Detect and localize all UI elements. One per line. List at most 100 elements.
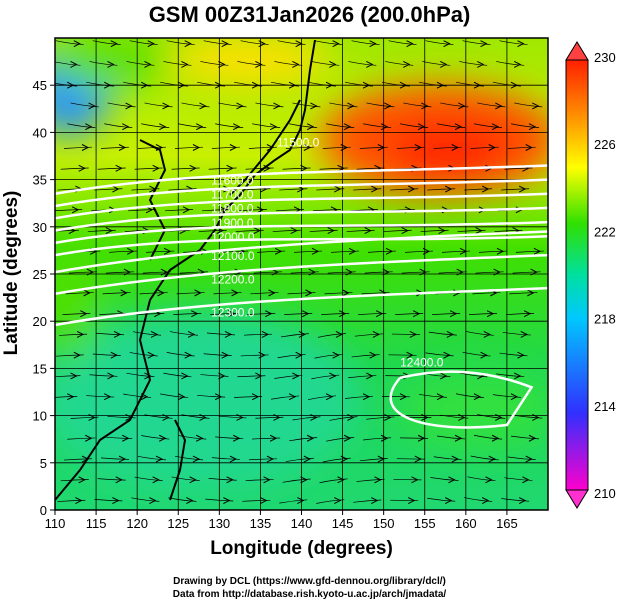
streamline (200, 61, 229, 66)
x-tick-label: 165 (496, 516, 518, 531)
streamline-arrow (306, 434, 315, 442)
streamline-arrow (103, 81, 112, 89)
contour-line (55, 253, 548, 296)
streamline-arrow (177, 393, 186, 401)
streamline-arrow (371, 497, 379, 505)
streamline-arrow (218, 60, 226, 68)
x-tick-label: 155 (414, 516, 436, 531)
streamline (146, 250, 175, 253)
streamline (418, 394, 447, 398)
streamline-arrow (510, 393, 519, 401)
streamline (363, 437, 392, 441)
streamline (208, 478, 237, 481)
streamline (94, 499, 123, 502)
streamline (97, 167, 126, 170)
streamline (206, 332, 235, 336)
streamline (123, 393, 152, 398)
streamline (344, 81, 374, 87)
streamline-arrow (311, 247, 320, 255)
streamline-arrow (421, 102, 429, 110)
streamline (494, 229, 523, 232)
streamline-arrow (70, 372, 78, 380)
streamline-arrow (483, 330, 491, 338)
streamline-arrow (473, 81, 482, 89)
streamline (324, 292, 353, 295)
streamline-arrow (261, 330, 270, 338)
streamline (255, 102, 284, 108)
streamline (433, 146, 462, 149)
streamline-arrow (417, 434, 426, 442)
streamline-arrow (403, 60, 411, 68)
streamline (317, 333, 346, 338)
streamline-arrow (443, 40, 451, 48)
streamline-arrow (120, 289, 128, 297)
streamline-arrow (107, 372, 115, 380)
streamline-arrow (273, 414, 281, 421)
streamline (512, 271, 541, 274)
streamline-arrow (125, 102, 133, 110)
streamline-arrow (218, 372, 226, 380)
streamline-arrow (78, 164, 86, 172)
streamline (55, 61, 81, 66)
streamline (418, 81, 447, 87)
streamline-arrow (118, 455, 127, 463)
streamline-arrow (144, 372, 152, 380)
streamline-arrow (493, 268, 501, 276)
streamline (496, 61, 525, 66)
streamline-arrow (253, 227, 261, 235)
streamline (141, 123, 170, 128)
streamline-arrow (444, 185, 453, 193)
streamline-arrow (380, 123, 389, 131)
streamline (92, 353, 121, 356)
streamline (390, 188, 419, 191)
streamline (504, 167, 533, 170)
streamline (213, 292, 242, 295)
streamline-arrow (436, 81, 445, 89)
streamline (477, 414, 506, 419)
streamline (252, 123, 281, 128)
streamline (366, 416, 395, 420)
streamline-arrow (530, 268, 538, 276)
streamline-arrow (266, 455, 275, 463)
streamline (277, 40, 306, 45)
streamline (60, 167, 89, 170)
streamline (510, 123, 540, 128)
contour-label: 11800.0 (211, 202, 254, 216)
streamline (257, 250, 286, 253)
colorbar-tick-label: 222 (594, 224, 616, 239)
streamline-arrow (152, 476, 160, 484)
streamline (280, 333, 309, 338)
streamline (514, 102, 543, 108)
streamline-arrow (66, 81, 75, 89)
contour-label: 12200.0 (211, 272, 255, 286)
streamline (134, 476, 163, 481)
streamline (399, 123, 429, 128)
streamline (55, 209, 83, 212)
streamline (359, 458, 388, 462)
streamline-arrow (226, 476, 234, 484)
streamline-arrow (305, 289, 313, 297)
streamline-arrow (520, 330, 528, 338)
streamline (86, 81, 115, 87)
streamline-arrow (255, 372, 263, 380)
streamline (55, 396, 78, 398)
streamline (63, 146, 93, 149)
streamline (351, 354, 380, 358)
streamline-arrow (422, 247, 431, 255)
streamline (396, 146, 425, 149)
streamline (129, 40, 158, 45)
streamline (178, 435, 207, 440)
y-tick-label: 35 (33, 173, 47, 188)
streamline (401, 271, 430, 274)
streamline (234, 396, 263, 398)
streamline-arrow (377, 144, 385, 151)
x-tick-label: 125 (167, 516, 189, 531)
streamline (173, 312, 202, 315)
streamline-arrow (189, 164, 197, 172)
streamline-arrow (343, 434, 352, 442)
streamline (202, 209, 231, 212)
streamline-arrow (456, 268, 464, 276)
streamline-arrow (525, 455, 533, 463)
streamline-arrow (380, 434, 389, 442)
streamline (144, 414, 173, 419)
